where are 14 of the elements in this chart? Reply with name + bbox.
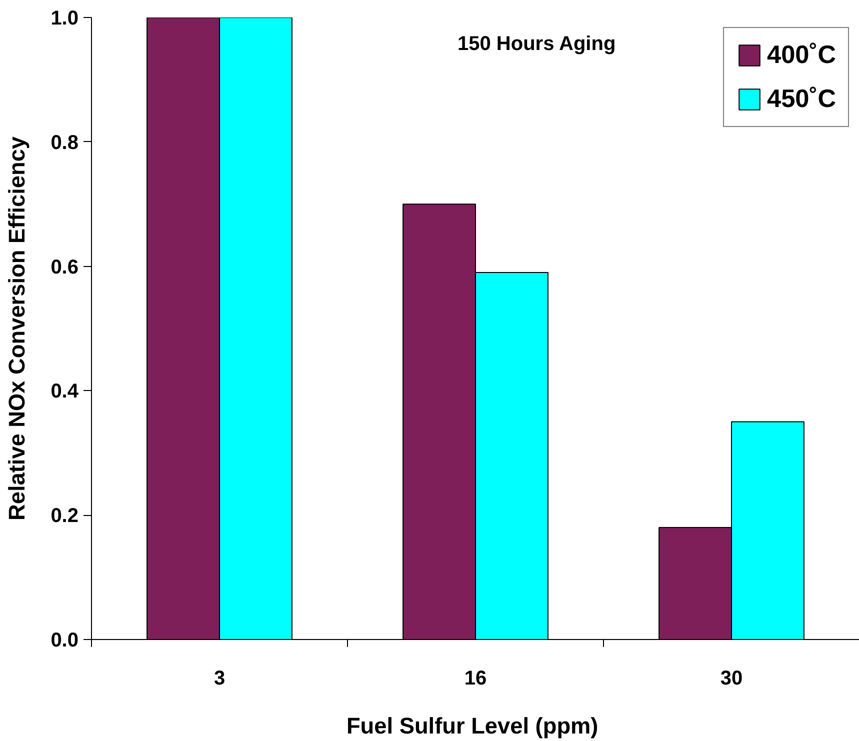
y-tick-label: 0.6	[50, 256, 79, 278]
y-tick-label: 0.2	[50, 505, 79, 528]
y-tick-label: 0.0	[50, 630, 79, 652]
y-axis-title: Relative NOx Conversion Efficiency	[4, 136, 30, 521]
y-tick-label: 0.8	[50, 132, 79, 154]
legend-label: 400˚C	[767, 40, 836, 70]
annotation: 150 Hours Aging	[457, 32, 616, 55]
y-tick-label: 0.4	[50, 380, 80, 403]
x-tick-label: 16	[464, 668, 487, 690]
x-tick-label: 3	[214, 668, 226, 690]
legend-label: 450˚C	[767, 84, 836, 114]
y-tick-label: 1.0	[50, 8, 79, 30]
x-axis-title: Fuel Sulfur Level (ppm)	[346, 712, 598, 738]
x-tick-label: 30	[720, 668, 743, 690]
